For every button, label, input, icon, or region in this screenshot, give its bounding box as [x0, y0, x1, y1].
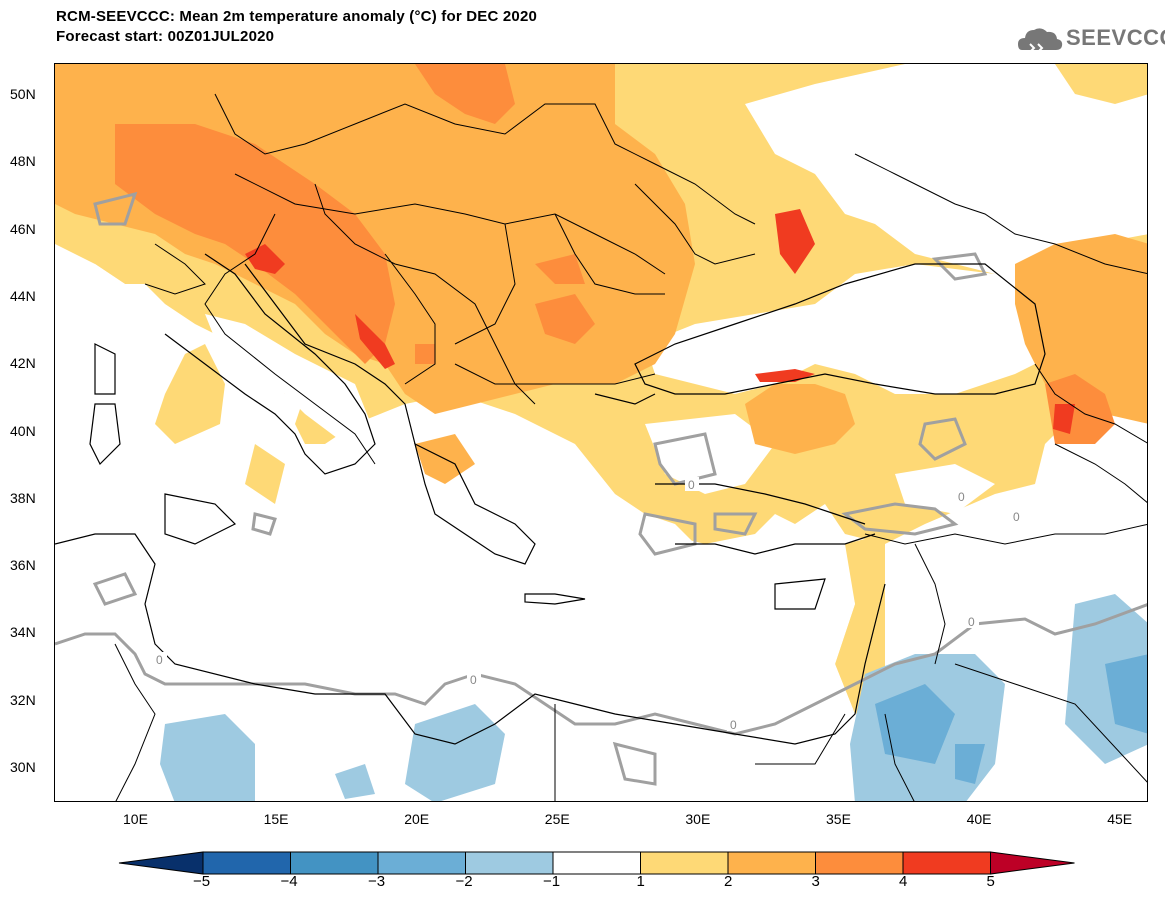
colorbar-arrow-low	[118, 851, 204, 875]
colorbar	[118, 851, 1075, 875]
longitude-label: 15E	[263, 811, 289, 827]
colorbar-arrow-high	[990, 851, 1075, 875]
colorbar-tick-label: −1	[543, 873, 561, 890]
contour-label-zero: 0	[968, 615, 975, 629]
map-panel: 0 0 0 0 0 0 0	[54, 63, 1148, 802]
map-title: RCM-SEEVCCC: Mean 2m temperature anomaly…	[56, 8, 538, 25]
latitude-label: 48N	[10, 153, 36, 170]
anomaly-4-5-layer	[245, 209, 1075, 434]
latitude-label: 44N	[10, 287, 36, 304]
colorbar-tick-label: 3	[811, 873, 820, 890]
colorbar-segment	[727, 851, 816, 875]
country-borders	[114, 93, 1147, 801]
colorbar-segment	[465, 851, 554, 875]
longitude-label: 30E	[685, 811, 711, 827]
contour-label-zero: 0	[958, 490, 965, 504]
colorbar-segment	[902, 851, 991, 875]
anomaly-negative-layer	[160, 594, 1147, 801]
anomaly-map: 0 0 0 0 0 0 0	[55, 64, 1147, 801]
longitude-label: 45E	[1107, 811, 1133, 827]
colorbar-segment	[377, 851, 466, 875]
contour-label-zero: 0	[688, 478, 695, 492]
colorbar-segment	[640, 851, 729, 875]
coastlines	[55, 253, 1046, 745]
zero-contour-lines	[55, 191, 1147, 786]
latitude-label: 36N	[10, 557, 36, 574]
contour-label-zero: 0	[730, 718, 737, 732]
colorbar-tick-label: −2	[455, 873, 473, 890]
colorbar-tick-label: 2	[724, 873, 733, 890]
longitude-label: 10E	[123, 811, 148, 827]
colorbar-tick-label: −5	[193, 873, 211, 890]
colorbar-segment	[202, 851, 291, 875]
colorbar-tick-label: −3	[368, 873, 386, 890]
colorbar-segment	[552, 851, 641, 875]
longitude-label: 35E	[826, 811, 851, 827]
colorbar-tick-label: −4	[280, 873, 298, 890]
contour-label-zero: 0	[470, 673, 477, 687]
colorbar-tick-label: 4	[899, 873, 908, 890]
colorbar-segment	[815, 851, 904, 875]
contour-label-zero: 0	[1013, 510, 1020, 524]
colorbar-tick-label: 1	[636, 873, 645, 890]
seevccc-logo: SEEVCCC	[1016, 20, 1165, 60]
contour-label-zero: 0	[156, 653, 163, 667]
logo-text: SEEVCCC	[1066, 25, 1165, 50]
longitude-label: 25E	[544, 811, 570, 827]
cloud-icon	[1018, 28, 1063, 53]
latitude-label: 46N	[10, 220, 36, 237]
latitude-label: 34N	[10, 624, 36, 641]
forecast-start: Forecast start: 00Z01JUL2020	[56, 28, 275, 45]
latitude-label: 42N	[10, 355, 36, 372]
latitude-label: 30N	[10, 759, 36, 775]
latitude-label: 38N	[10, 489, 36, 506]
latitude-label: 32N	[10, 691, 36, 708]
colorbar-segment	[290, 851, 379, 875]
contour-labels	[153, 477, 1024, 731]
colorbar-tick-label: 5	[986, 873, 995, 890]
latitude-label: 50N	[10, 86, 36, 102]
contour-label-text: 0 0 0 0 0 0 0	[156, 478, 1020, 732]
longitude-label: 40E	[966, 811, 992, 827]
longitude-label: 20E	[404, 811, 430, 827]
latitude-label: 40N	[10, 422, 36, 439]
